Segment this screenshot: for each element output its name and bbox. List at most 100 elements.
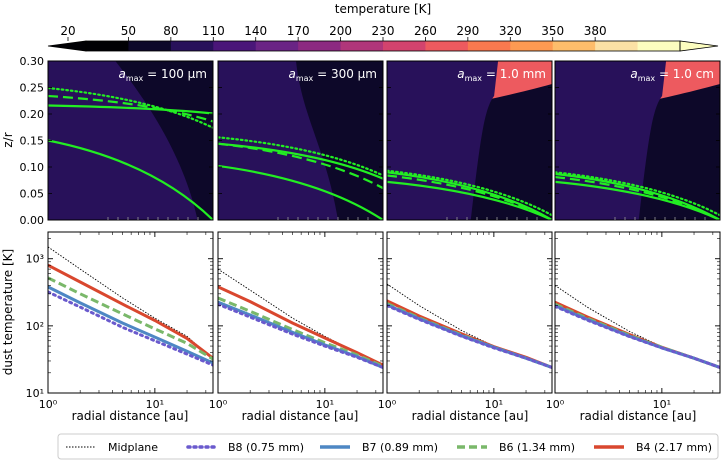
top-ytick-label: 0.05 — [20, 188, 45, 201]
colorbar-band — [595, 41, 639, 51]
legend-label-b4: B4 (2.17 mm) — [636, 441, 712, 454]
xlabel-3: radial distance [au] — [412, 409, 529, 423]
colorbar-band — [425, 41, 469, 51]
xtick-label: 10⁰ — [209, 398, 228, 411]
emission-surface-line — [555, 180, 720, 220]
colorbar-extend-low — [47, 40, 87, 52]
top-ytick-label: 0.25 — [20, 82, 45, 95]
colorbar-band — [467, 41, 511, 51]
bottom-panel-plot — [387, 283, 552, 369]
colorbar-tick-label: 140 — [244, 24, 267, 38]
colorbar-tick-label: 20 — [60, 24, 75, 38]
xtick-label: 10¹ — [316, 398, 334, 411]
colorbar-tick-label: 170 — [287, 24, 310, 38]
temp-region — [555, 61, 667, 220]
colorbar-tick-label: 380 — [584, 24, 607, 38]
top-ytick-label: 0.00 — [20, 214, 45, 227]
top-panel-map — [555, 61, 720, 220]
top-panel-map — [218, 61, 383, 220]
legend-label-b6: B6 (1.34 mm) — [499, 441, 575, 454]
colorbar-band — [170, 41, 214, 51]
colorbar-band — [128, 41, 172, 51]
colorbar-tick-label: 110 — [202, 24, 225, 38]
xlabel-4: radial distance [au] — [580, 409, 697, 423]
colorbar-tick-label: 260 — [414, 24, 437, 38]
series-line-b8 — [218, 302, 383, 369]
colorbar-band — [340, 41, 384, 51]
xtick-label: 10⁰ — [378, 398, 397, 411]
amax-label: amax = 1.0 cm — [630, 67, 714, 83]
bottom-panel-frame — [554, 231, 721, 394]
emission-surface-line — [218, 142, 383, 190]
amax-label: amax = 100 μm — [118, 67, 207, 83]
colorbar-tick-label: 320 — [499, 24, 522, 38]
amax-label: amax = 1.0 mm — [457, 67, 546, 83]
colorbar-title: temperature [K] — [335, 2, 431, 16]
colorbar-tick-label: 80 — [163, 24, 178, 38]
emission-surface-line — [387, 169, 552, 217]
series-line-b6 — [218, 296, 383, 368]
colorbar-tick-label: 50 — [121, 24, 136, 38]
temp-region — [387, 61, 499, 220]
bottom-panel: 10⁰ 10¹ — [378, 231, 553, 411]
legend: Midplane B8 (0.75 mm) B7 (0.89 mm) B6 (1… — [57, 433, 719, 460]
emission-surface-line — [48, 139, 213, 220]
bottom-panel-plot — [555, 285, 720, 369]
colorbar-band — [298, 41, 342, 51]
bottom-panels: 10⁰ 10¹ 10⁰ 10¹ 10⁰ 10¹ 10⁰ 10¹ — [39, 231, 721, 411]
xlabel-1: radial distance [au] — [72, 409, 189, 423]
emission-surface-line — [218, 164, 383, 220]
bottom-ytick-labels: 10³ 10² 10¹ — [26, 253, 44, 400]
top-ylabel: z/r — [1, 132, 15, 147]
bottom-panel-frame — [217, 231, 384, 394]
colorbar-extend-high — [679, 40, 719, 52]
bottom-panel-plot — [218, 268, 383, 369]
series-line-b6 — [48, 276, 213, 361]
emission-surface-line — [48, 86, 213, 129]
top-panels: amax = 100 μm amax = 300 μm amax = 1.0 mm a… — [47, 60, 721, 221]
colorbar-band — [637, 41, 681, 51]
top-ytick-label: 0.10 — [20, 161, 45, 174]
legend-label-b8: B8 (0.75 mm) — [228, 441, 304, 454]
bottom-panel: 10⁰ 10¹ — [209, 231, 384, 411]
series-line-b8 — [48, 290, 213, 367]
colorbar-tick-label: 200 — [329, 24, 352, 38]
series-line-b7 — [48, 285, 213, 365]
colorbar-tick-label: 290 — [456, 24, 479, 38]
xtick-label: 10⁰ — [546, 398, 565, 411]
colorbar-tick-labels: 20 50 80 110 140 170 200 230 260 290 320 350 380 — [60, 24, 606, 38]
colorbar-band — [510, 41, 554, 51]
bottom-panel-plot — [48, 246, 213, 367]
top-ytick-label: 0.20 — [20, 108, 45, 121]
xlabel-2: radial distance [au] — [242, 409, 359, 423]
temp-region — [218, 61, 338, 220]
colorbar — [47, 37, 719, 52]
colorbar-tick-label: 350 — [541, 24, 564, 38]
colorbar-band — [86, 41, 130, 51]
amax-label: amax = 300 μm — [288, 67, 377, 83]
bottom-ylabel: dust temperature [K] — [1, 249, 15, 375]
legend-label-midplane: Midplane — [108, 441, 158, 454]
emission-surface-line — [387, 180, 552, 220]
emission-surface-line — [48, 94, 213, 123]
bottom-panel: 10⁰ 10¹ — [39, 231, 214, 411]
colorbar-band — [552, 41, 596, 51]
colorbar-tick-label: 230 — [372, 24, 395, 38]
xtick-label: 10¹ — [146, 398, 164, 411]
top-ytick-label: 0.15 — [20, 135, 45, 148]
xtick-label: 10¹ — [653, 398, 671, 411]
bottom-panel-bg — [48, 232, 213, 393]
series-line-b8 — [387, 304, 552, 369]
colorbar-band — [213, 41, 257, 51]
bottom-panel-bg — [555, 232, 720, 393]
top-panel-map — [48, 61, 213, 220]
bottom-panel-frame — [47, 231, 214, 394]
bottom-ytick-label: 10¹ — [26, 387, 44, 400]
series-line-b4 — [218, 285, 383, 367]
bottom-panel: 10⁰ 10¹ — [546, 231, 721, 411]
xtick-label: 10¹ — [485, 398, 503, 411]
series-line-b4 — [48, 263, 213, 360]
emission-surface-line — [555, 171, 720, 217]
xtick-label: 10⁰ — [39, 398, 58, 411]
